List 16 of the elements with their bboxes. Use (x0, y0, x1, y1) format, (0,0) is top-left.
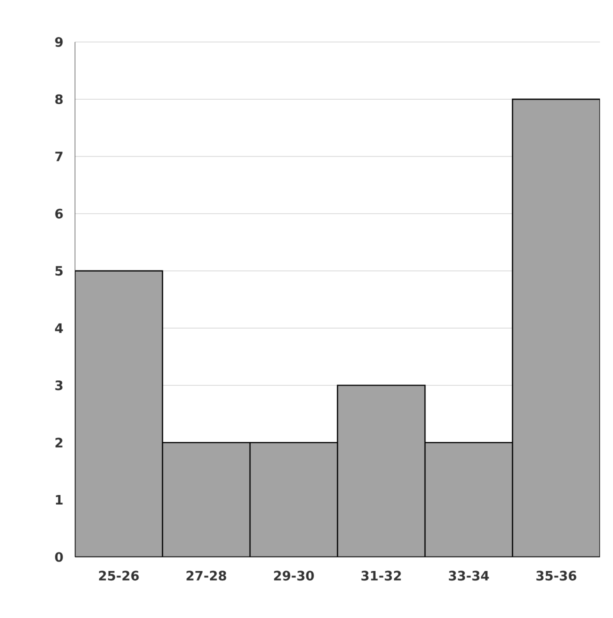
y-tick-label: 9 (55, 37, 63, 47)
y-tick-label: 8 (55, 94, 63, 104)
y-tick-label: 6 (55, 208, 63, 219)
y-tick-label: 0 (55, 552, 63, 562)
x-tick-label: 29-30 (274, 570, 314, 581)
y-tick-label: 4 (55, 323, 63, 333)
y-tick-label: 2 (56, 438, 62, 448)
y-tick-label: 5 (55, 266, 63, 276)
y-tick-label: 1 (56, 495, 63, 504)
y-tick-label: 3 (55, 380, 62, 390)
x-tick-label: 35-36 (536, 570, 576, 581)
x-tick-label: 25-26 (99, 570, 139, 581)
y-tick-label: 7 (55, 152, 62, 162)
x-tick-label: 27-28 (186, 570, 226, 581)
x-tick-label: 31-32 (361, 570, 401, 581)
x-tick-label: 33-34 (448, 570, 489, 581)
